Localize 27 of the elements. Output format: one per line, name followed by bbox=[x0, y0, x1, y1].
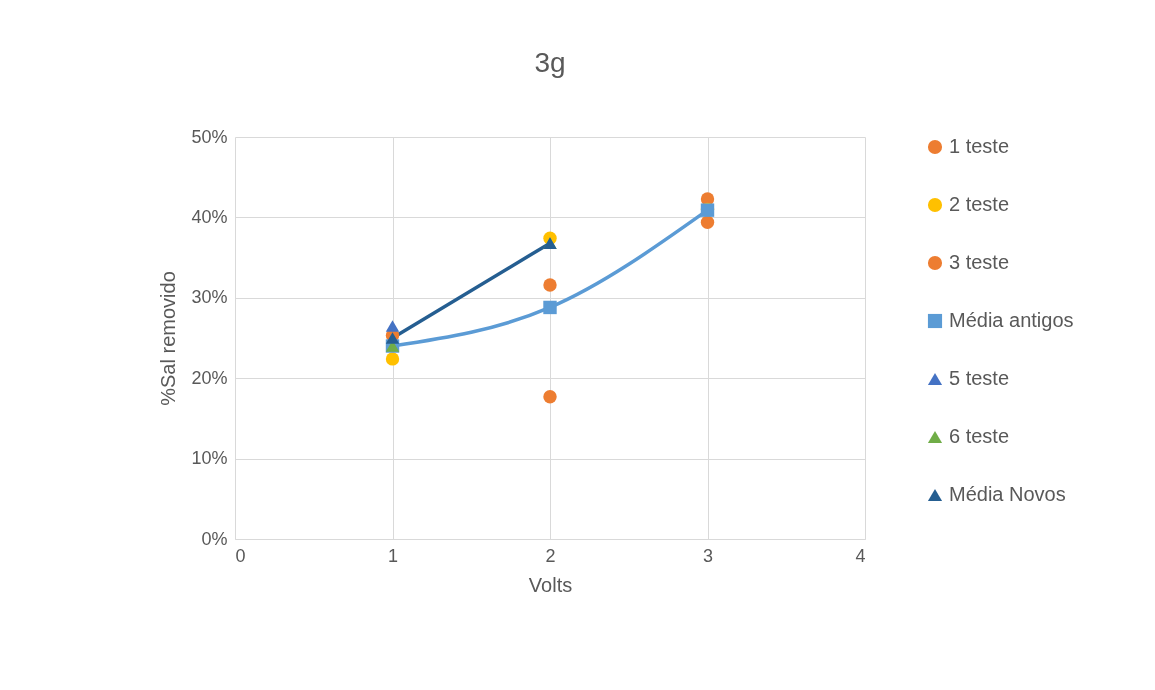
x-tick-label: 2 bbox=[545, 545, 556, 566]
legend-label: Média Novos bbox=[949, 483, 1066, 505]
legend-label: 5 teste bbox=[949, 367, 1010, 389]
y-tick-label: 50% bbox=[191, 126, 228, 147]
point bbox=[543, 390, 557, 404]
y-tick-label: 0% bbox=[201, 528, 228, 549]
x-tick-label: 3 bbox=[702, 545, 714, 566]
x-tick-label: 1 bbox=[387, 545, 399, 566]
chart-title: 3g bbox=[534, 47, 566, 78]
point bbox=[543, 300, 557, 315]
y-tick-label: 40% bbox=[191, 206, 228, 227]
y-tick-label: 30% bbox=[191, 287, 228, 308]
point bbox=[543, 278, 557, 292]
y-tick-label: 10% bbox=[191, 448, 228, 469]
x-axis-title: Volts bbox=[528, 573, 573, 596]
legend-label: Média antigos bbox=[949, 309, 1074, 331]
y-axis-title: %Sal removido bbox=[157, 271, 180, 406]
legend-label: 3 teste bbox=[949, 251, 1010, 273]
legend-label: 1 teste bbox=[949, 135, 1010, 157]
x-tick-label: 0 bbox=[235, 545, 246, 566]
legend-label: 2 teste bbox=[949, 193, 1010, 215]
point bbox=[700, 215, 715, 229]
point bbox=[385, 320, 400, 332]
legend-label: 6 teste bbox=[949, 425, 1010, 447]
y-tick-label: 20% bbox=[191, 367, 228, 388]
point bbox=[385, 352, 400, 366]
x-tick-label: 4 bbox=[855, 545, 866, 566]
